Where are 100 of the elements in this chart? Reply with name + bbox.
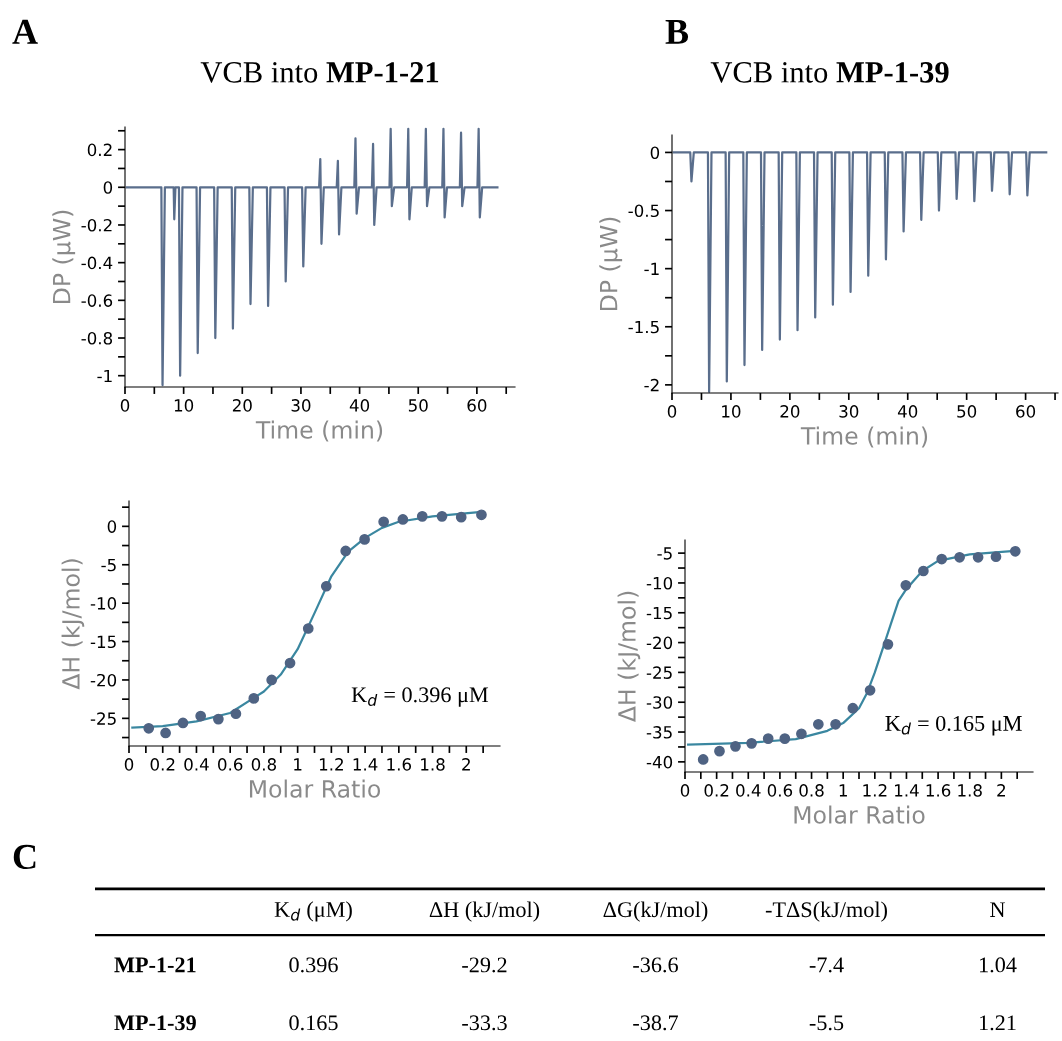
x-tick-label: 1.6 <box>926 784 951 797</box>
y-tick-label: -20 <box>90 673 117 687</box>
x-tick-label: 1.2 <box>319 758 343 771</box>
y-axis-title: ΔH (kJ/mol) <box>617 591 641 723</box>
x-tick-label: 20 <box>232 399 252 412</box>
point <box>830 718 841 730</box>
chart-title: VCB into MP-1-39 <box>710 62 949 83</box>
point <box>730 741 741 752</box>
y-tick-label: -1.5 <box>628 320 659 334</box>
category-label: MP-1-21 <box>114 957 196 973</box>
point <box>213 713 224 725</box>
y-tick-label: -10 <box>646 576 673 590</box>
x-tick-label: 10 <box>174 399 194 412</box>
x-tick-label: 0.8 <box>251 758 277 771</box>
text: 0.165 <box>289 1015 338 1031</box>
y-tick-label: 0 <box>107 520 117 533</box>
x-tick-label: 10 <box>722 405 741 418</box>
x-tick-label: 0.6 <box>218 758 243 771</box>
point <box>864 684 876 696</box>
point <box>714 745 725 757</box>
point <box>796 728 807 740</box>
x-tick-label: 1.8 <box>421 758 445 771</box>
y-tick-label: 0.2 <box>87 143 112 157</box>
y-tick-label: -15 <box>646 606 672 620</box>
y-tick-label: -0.2 <box>81 218 112 232</box>
x-tick-label: 0 <box>124 758 134 771</box>
point <box>416 511 428 522</box>
x-tick-label: 50 <box>408 399 428 412</box>
text: -36.6 <box>633 957 678 973</box>
x-axis-title: Molar Ratio <box>794 805 925 824</box>
text: -7.4 <box>809 957 844 973</box>
point <box>230 708 242 720</box>
x-tick-label: 30 <box>839 405 859 418</box>
point <box>397 514 409 525</box>
point <box>455 511 467 523</box>
point <box>302 623 314 634</box>
y-tick-label: -0.6 <box>81 294 113 307</box>
x-tick-label: 0.6 <box>767 784 793 797</box>
point <box>812 718 824 730</box>
x-tick-label: 1 <box>839 784 847 797</box>
annotation: K$_{d}$ = 0.165 μM <box>885 715 1022 736</box>
x-tick-label: 0.2 <box>704 784 729 797</box>
y-tick-label: -1 <box>97 369 112 383</box>
point <box>284 657 296 669</box>
point <box>160 727 171 739</box>
y-tick-label: -5 <box>657 547 672 560</box>
text: C <box>13 844 36 870</box>
x-tick-label: 30 <box>291 399 311 412</box>
point <box>972 551 984 563</box>
chart-title: VCB into MP-1-21 <box>200 62 439 83</box>
y-tick-label: -20 <box>646 636 673 650</box>
point <box>143 722 155 734</box>
point <box>779 733 791 744</box>
text: B <box>665 20 689 44</box>
y-tick-label: -10 <box>90 597 117 610</box>
x-axis-title: Molar Ratio <box>249 779 381 798</box>
category-label: N <box>990 902 1006 917</box>
category-label: K$_{d}$ (μM) <box>274 901 352 922</box>
text: -38.7 <box>633 1015 679 1031</box>
x-tick-label: 50 <box>957 405 977 418</box>
x-tick-label: 40 <box>349 399 370 412</box>
y-tick-label: -0.8 <box>81 331 113 345</box>
annotation: K$_{d}$ = 0.396 μM <box>351 687 489 707</box>
point <box>320 580 332 592</box>
point <box>746 738 757 749</box>
y-tick-label: -5 <box>101 558 116 572</box>
point <box>847 702 859 714</box>
point <box>340 545 352 557</box>
y-tick-label: 0 <box>650 146 660 159</box>
y-tick-label: -30 <box>646 696 673 709</box>
x-tick-label: 0 <box>680 784 690 797</box>
y-axis-title: ΔH (kJ/mol) <box>61 559 85 690</box>
text: -29.2 <box>462 957 507 973</box>
text: 0.396 <box>289 957 338 973</box>
point <box>476 509 487 521</box>
x-tick-label: 40 <box>897 405 918 418</box>
point <box>882 639 894 650</box>
point <box>918 565 929 577</box>
y-tick-label: -0.5 <box>628 204 659 218</box>
point <box>762 733 774 744</box>
y-tick-label: -25 <box>646 666 672 679</box>
y-tick-label: -1 <box>644 262 659 275</box>
text: 1.04 <box>980 957 1017 973</box>
x-tick-label: 2 <box>997 784 1005 797</box>
x-tick-label: 0.4 <box>184 758 209 771</box>
y-tick-label: -35 <box>646 726 672 739</box>
x-tick-label: 2 <box>462 758 470 771</box>
y-tick-label: -0.4 <box>81 256 113 270</box>
x-axis-title: Time (min) <box>255 420 383 442</box>
line-series <box>672 151 1048 393</box>
point <box>990 551 1002 563</box>
y-axis-title: DP (μW) <box>52 210 76 304</box>
x-axis-title: Time (min) <box>800 426 928 448</box>
point <box>936 553 948 565</box>
point <box>900 579 912 591</box>
point <box>195 710 207 722</box>
text: -33.3 <box>462 1015 507 1031</box>
point <box>177 717 189 729</box>
x-tick-label: 0.4 <box>736 784 761 797</box>
point <box>266 674 278 686</box>
